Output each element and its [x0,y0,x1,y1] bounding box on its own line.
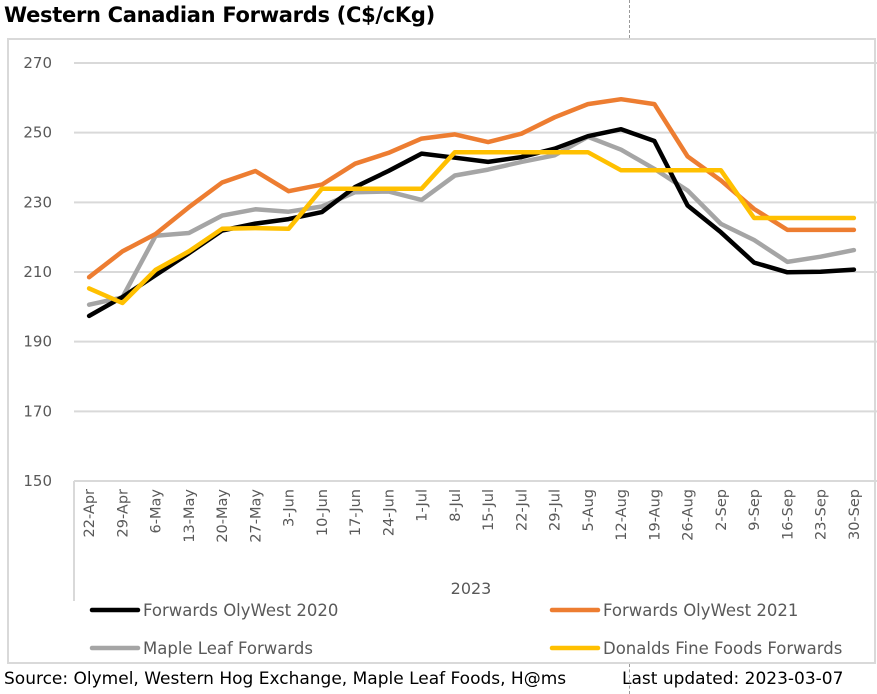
gridlines [74,62,877,413]
x-tick-label: 24-Jun [381,489,397,536]
series-line-maple-leaf-forwards [86,134,857,307]
x-tick-label: 10-Jun [315,489,331,536]
legend-item: Forwards OlyWest 2020 [89,601,338,620]
series-line-forwards-olywest-2021 [86,96,857,280]
x-tick-label: 29-Apr [115,489,131,537]
x-axis-group-label: 2023 [451,579,492,598]
x-tick-label: 15-Jul [481,489,497,531]
legend-label: Forwards OlyWest 2020 [143,601,338,620]
x-tick-label: 23-Sep [814,489,830,540]
y-axis-ticks: 150 170 190 210 230 250 270 [23,54,52,490]
legend-label: Maple Leaf Forwards [143,639,313,658]
x-axis [73,480,877,601]
chart-title: Western Canadian Forwards (C$/cKg) [4,3,435,27]
series-lines [86,96,857,319]
legend-item: Donalds Fine Foods Forwards [549,639,842,658]
guide-line [629,0,630,38]
guide-line-bottom [629,664,630,694]
chart-frame [7,38,876,664]
y-tick-label: 210 [23,263,52,281]
legend-item: Forwards OlyWest 2021 [549,601,798,620]
x-tick-label: 8-Jul [448,489,464,522]
y-tick-label: 170 [23,402,52,420]
x-tick-label: 26-Aug [681,489,697,541]
x-tick-label: 20-May [215,489,231,543]
legend-label: Forwards OlyWest 2021 [603,601,798,620]
y-tick-label: 150 [23,472,52,490]
x-tick-label: 12-Aug [614,489,630,541]
x-tick-label: 5-Aug [581,489,597,531]
x-axis-ticks: 22-Apr 29-Apr 6-May 13-May 20-May 27-May 3-Jun… [82,489,863,543]
x-tick-label: 30-Sep [847,489,863,540]
y-tick-label: 230 [23,193,52,211]
x-tick-label: 2-Sep [714,489,730,531]
x-tick-label: 3-Jun [282,489,298,527]
legend-item: Maple Leaf Forwards [89,639,313,658]
x-tick-label: 22-Jul [514,489,530,531]
last-updated: Last updated: 2023-03-07 [622,669,844,689]
x-tick-label: 1-Jul [415,489,431,522]
x-tick-label: 9-Sep [747,489,763,531]
source-note: Source: Olymel, Western Hog Exchange, Ma… [4,669,567,689]
x-tick-label: 22-Apr [82,489,98,537]
x-tick-label: 17-Jun [348,489,364,536]
x-tick-label: 16-Sep [780,489,796,540]
x-tick-label: 13-May [182,489,198,543]
y-tick-label: 250 [23,124,52,142]
x-tick-label: 6-May [149,489,165,534]
series-line-donalds-fine-foods-forwards [86,149,857,306]
y-tick-label: 270 [23,54,52,72]
x-tick-label: 27-May [248,489,264,543]
legend-label: Donalds Fine Foods Forwards [603,639,842,658]
y-tick-label: 190 [23,333,52,351]
legend: Forwards OlyWest 2020 Forwards OlyWest 20… [89,601,842,658]
x-tick-label: 29-Jul [548,489,564,531]
series-line-forwards-olywest-2020 [86,126,857,319]
x-tick-label: 19-Aug [647,489,663,541]
